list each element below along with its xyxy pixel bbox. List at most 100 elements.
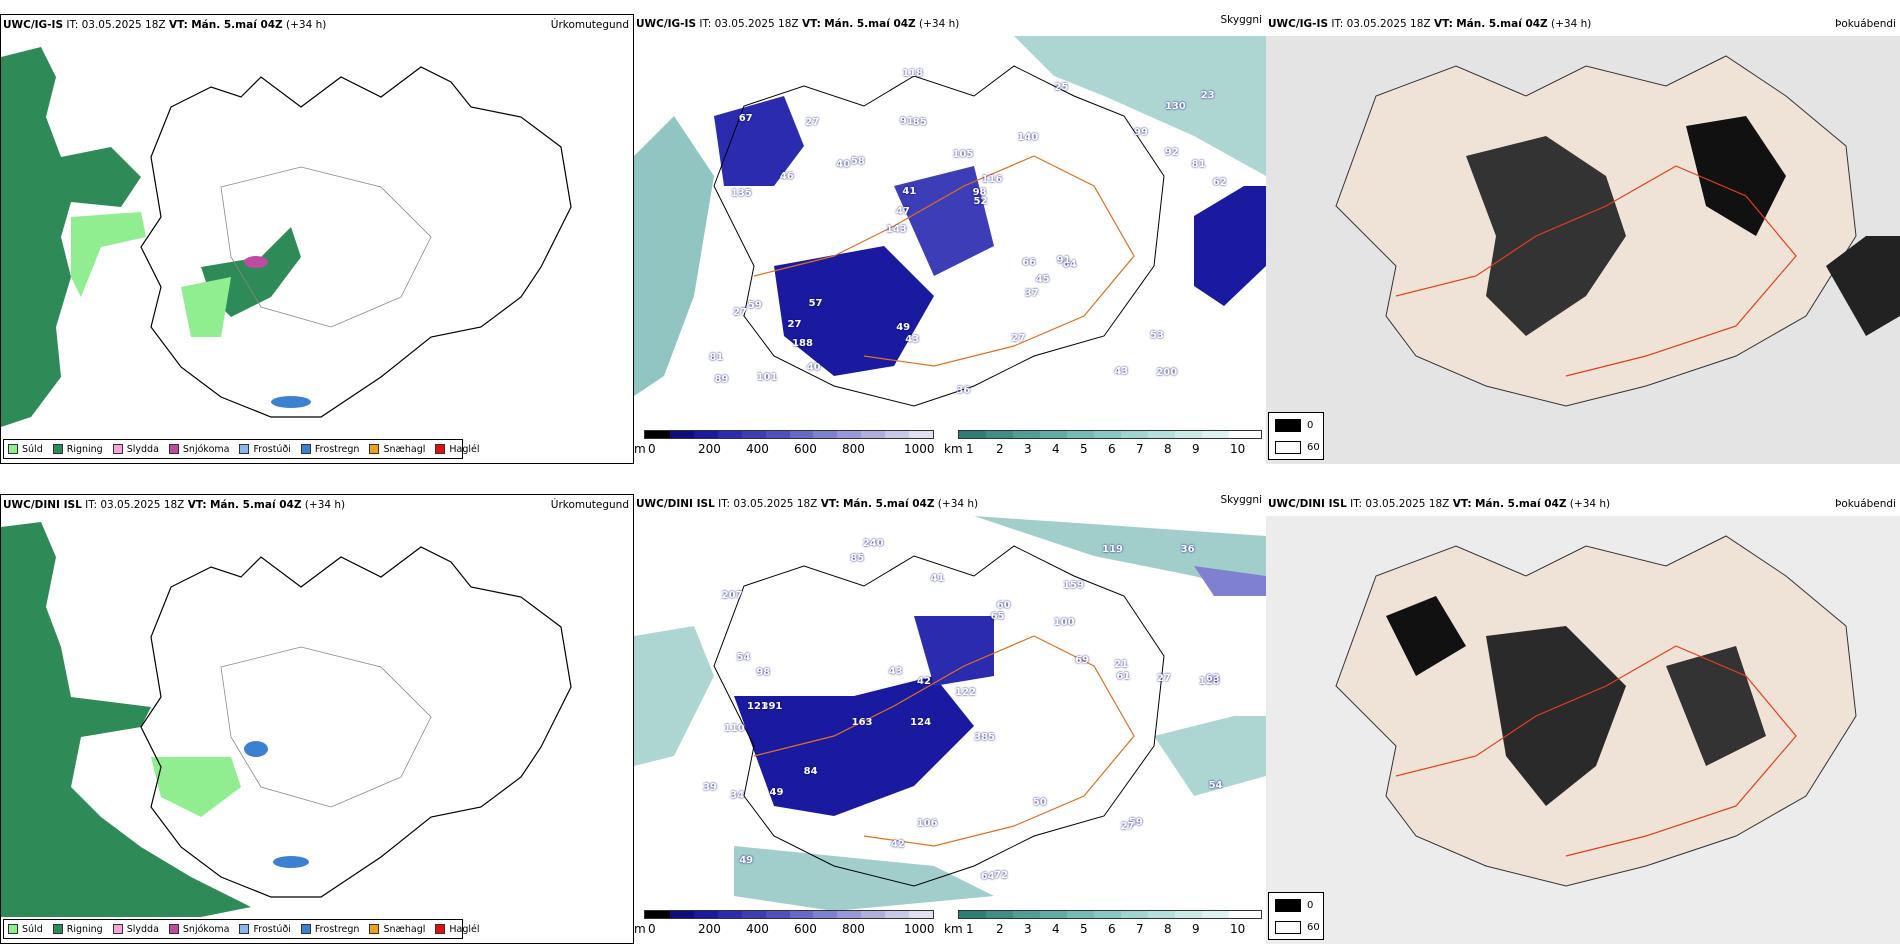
colorbar-cell [669,911,694,918]
colorbar-cell [813,431,838,438]
panel-title: UWC/IG-IS IT: 03.05.2025 18Z VT: Mán. 5.… [636,18,959,30]
precip-map [1,522,572,917]
legend-label: Frostregn [314,923,360,935]
legend-item: Snæhagl [369,444,425,455]
legend-item: Frostúði [239,923,291,935]
init-time: IT: 03.05.2025 18Z [1350,498,1450,510]
cloud-base-value: 128 [1198,675,1220,687]
cloud-base-value: 43 [888,665,903,677]
colorbar-tick: 1000 [904,922,935,936]
colorbar-cell [861,911,886,918]
colorbar-cell [717,431,742,438]
colorbar-cell [885,911,910,918]
cloud-base-value: 27 [1120,821,1135,833]
colorbar-tick: 3 [1024,922,1032,936]
cloud-base-value: 69 [1075,655,1090,667]
colorbar-tick: 0 [648,922,656,936]
visibility-colorbar: km 1 2 3 4 5 6 7 8 9 10 [944,430,1264,460]
cloud-base-value: 41 [930,572,945,584]
fog-area [1486,626,1626,806]
valid-time: Mán. 5.maí 04Z [191,19,283,31]
legend-item: Snæhagl [369,924,425,935]
cloud-base-value: 37 [1024,287,1039,299]
legend-item: Frostregn [300,444,359,455]
fog-swatch [1275,899,1301,912]
colorbar-tick: 8 [1164,922,1172,936]
cloud-base-value: 52 [973,196,988,208]
colorbar-cell [1175,431,1202,438]
cloud-base-value: 39 [702,782,717,794]
colorbar-cell [909,911,934,918]
visibility-area [634,626,714,766]
colorbar-tick: 8 [1164,442,1172,456]
precip-sleet-area [244,256,268,268]
colorbar-cell [861,431,886,438]
cloud-base-value: 36 [1180,544,1195,556]
cloud-panel-row1: UWC/IG-IS IT: 03.05.2025 18Z VT: Mán. 5.… [634,14,1266,464]
legend-item: Frostregn [300,923,360,935]
cloud-base-value: 40 [836,158,851,170]
cloud-base-value: 27 [1156,673,1171,685]
cloud-base-value: 105 [952,149,974,161]
cloud-base-value: 101 [756,372,778,384]
colorbar-cells [958,910,1262,919]
cloud-map [634,516,1266,911]
cloud-base-value: 63 [1205,672,1220,684]
cloud-base-value: 100 [1053,616,1075,628]
colorbar-cell [1067,431,1094,438]
valid-time: Mán. 5.maí 04Z [824,18,916,30]
cloud-base-value: 57 [808,297,823,309]
legend-label: Haglél [449,443,480,455]
cloud-base-value: 54 [1208,780,1223,792]
cloud-base-value: 81 [709,351,724,363]
cloud-map [634,36,1266,407]
cloud-base-value: 66 [1022,256,1036,268]
cloud-base-value: 67 [738,113,753,125]
legend-swatch [112,924,123,934]
legend-swatch [52,924,63,934]
legend-swatch [369,924,380,934]
iceland-outline [713,65,1165,407]
colorbar-tick: 0 [648,442,656,456]
legend-label: Frostúði [253,923,291,935]
colorbar-tick: 600 [794,442,817,456]
cloud-base-value: 159 [1063,579,1084,591]
cloud-base-value: 23 [1200,89,1215,101]
valid-label: VT: [187,499,207,511]
cloud-base-value: 81 [1191,159,1206,171]
cloud-base-value: 110 [723,723,745,735]
cloud-base-value: 135 [730,188,752,200]
lead-time: (+34 h) [919,18,960,30]
fog-panel-row1: UWC/IG-IS IT: 03.05.2025 18Z VT: Mán. 5.… [1266,14,1900,464]
precip-panel-row1: UWC/IG-IS IT: 03.05.2025 18Z VT: Mán. 5.… [0,14,634,464]
legend-swatch [435,444,446,454]
cloud-panel-row2: UWC/DINI ISL IT: 03.05.2025 18Z VT: Mán.… [634,494,1266,944]
colorbar-tick: 2 [996,922,1004,936]
iceland-outline [140,546,572,898]
fog-legend-label: 0 [1307,420,1314,431]
fog-legend-row: 60 [1275,921,1320,934]
colorbar-unit: m [634,922,646,936]
legend-swatch [112,444,123,454]
cloud-base-value: 43 [905,333,920,345]
fog-legend-row: 0 [1275,899,1313,912]
cloud-base-area-3 [1194,566,1266,596]
cloud-base-value: 42 [890,838,905,850]
legend-label: Haglél [449,923,480,935]
cloud-base-value: 98 [972,186,987,198]
visibility-colorbar: km 1 2 3 4 5 6 7 8 9 10 [944,910,1264,940]
colorbar-cell [1094,911,1121,918]
legend-item: Frostúði [239,443,291,455]
colorbar-tick: 7 [1136,922,1144,936]
panel-title: UWC/IG-IS IT: 03.05.2025 18Z VT: Mán. 5.… [1268,18,1591,30]
cloud-base-value: 122 [955,687,976,699]
legend-label: Frostúði [253,443,291,455]
colorbar-tick: 10 [1230,922,1246,936]
legend-item: Slydda [112,924,159,935]
legend-item: Snjókoma [168,924,229,935]
cloud-base-value: 84 [803,766,818,778]
legend-swatch [239,444,250,454]
cloud-base-value: 59 [1128,816,1143,828]
colorbar-cell [789,431,814,438]
colorbar-tick: 2 [996,442,1004,456]
